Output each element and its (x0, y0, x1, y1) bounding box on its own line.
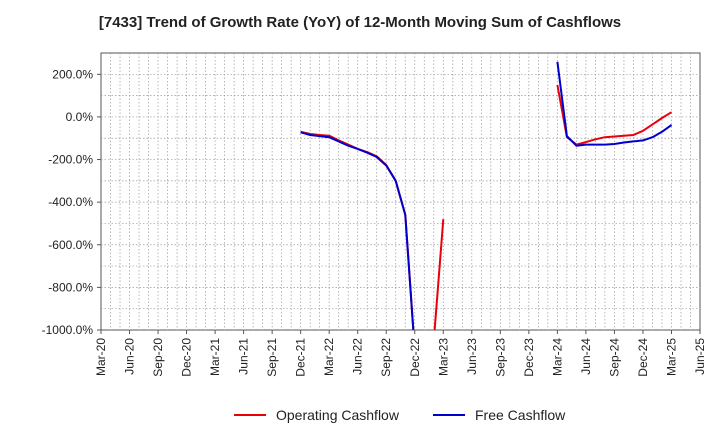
y-tick-label: -200.0% (48, 153, 93, 167)
x-tick-label: Mar-21 (208, 338, 222, 376)
plot-area (100, 52, 701, 331)
series-group (300, 61, 673, 330)
series-line-free-cashflow (300, 131, 415, 330)
x-tick-label: Sep-23 (493, 338, 507, 377)
y-tick-label: -800.0% (48, 280, 93, 294)
x-tick-label: Sep-22 (379, 338, 393, 377)
x-tick-label: Mar-20 (94, 338, 108, 376)
legend-label-free-cashflow: Free Cashflow (475, 407, 566, 423)
y-tick-label: 200.0% (52, 67, 93, 81)
x-tick-label: Jun-24 (579, 338, 593, 375)
x-tick-label: Sep-20 (151, 338, 165, 377)
legend-label-operating-cashflow: Operating Cashflow (276, 407, 400, 423)
y-tick-label: -400.0% (48, 195, 93, 209)
x-tick-label: Dec-20 (180, 338, 194, 377)
x-tick-label: Sep-24 (607, 338, 621, 377)
chart-title: [7433] Trend of Growth Rate (YoY) of 12-… (98, 14, 622, 31)
series-line-free-cashflow (556, 61, 673, 147)
x-axis: Mar-20 Jun-20 Sep-20 Dec-20 Mar-21 Jun-21 Sep-… (94, 330, 707, 377)
x-tick-label: Jun-22 (351, 338, 365, 375)
x-tick-label: Jun-20 (123, 338, 137, 375)
legend: Operating Cashflow Free Cashflow (234, 407, 566, 423)
y-tick-label: -1000.0% (42, 323, 94, 337)
x-tick-label: Mar-24 (550, 338, 564, 376)
x-tick-label: Dec-23 (522, 338, 536, 377)
x-tick-label: Dec-24 (636, 338, 650, 377)
x-tick-label: Jun-23 (465, 338, 479, 375)
x-tick-label: Jun-21 (237, 338, 251, 375)
x-tick-label: Mar-22 (322, 338, 336, 376)
x-tick-label: Dec-22 (408, 338, 422, 377)
series-lines (300, 61, 673, 330)
y-tick-label: 0.0% (66, 110, 94, 124)
series-line-operating-cashflow (433, 219, 445, 330)
x-tick-label: Jun-25 (693, 338, 707, 375)
x-tick-label: Dec-21 (294, 338, 308, 377)
y-axis: 200.0% 0.0% -200.0% -400.0% -600.0% -800.0% -1… (42, 67, 101, 337)
x-tick-label: Mar-25 (664, 338, 678, 376)
x-tick-label: Sep-21 (265, 338, 279, 377)
grid-lines (101, 53, 700, 330)
x-tick-label: Mar-23 (436, 338, 450, 376)
y-tick-label: -600.0% (48, 238, 93, 252)
